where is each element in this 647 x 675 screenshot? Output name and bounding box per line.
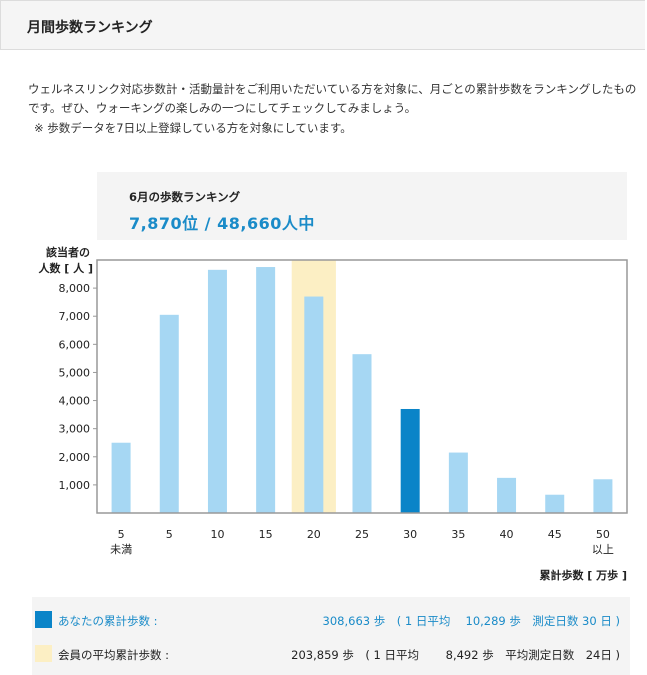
bar-4	[304, 296, 324, 513]
summary-you-values: 308,663 歩 ( 1 日平均 10,289 歩 測定日数 30 日 )	[322, 614, 620, 628]
intro-text-block: ウェルネスリンク対応歩数計・活動量計をご利用いただいている方を対象に、月ごとの累…	[28, 80, 640, 138]
average-color-swatch	[35, 645, 52, 662]
x-tick-label-4: 20	[307, 528, 321, 541]
plot-frame	[96, 259, 628, 514]
y-tick-label-0: 1,000	[59, 479, 91, 492]
page-title: 月間歩数ランキング	[27, 20, 153, 36]
y-tick-label-7: 8,000	[59, 282, 91, 295]
bar-7	[448, 452, 468, 513]
ranking-title: 6月の歩数ランキング	[129, 190, 241, 204]
summary-box: あなたの累計歩数 : 308,663 歩 ( 1 日平均 10,289 歩 測定…	[32, 597, 630, 675]
bar-5	[352, 354, 372, 513]
bar-9	[545, 494, 565, 513]
x-tick-label-8: 40	[500, 528, 514, 541]
user-color-swatch	[35, 611, 52, 628]
ranking-value: 7,870位 / 48,660人中	[129, 214, 315, 233]
x-tick-label-3: 15	[259, 528, 273, 541]
summary-row-you: あなたの累計歩数 : 308,663 歩 ( 1 日平均 10,289 歩 測定…	[32, 607, 630, 629]
summary-average-values: 203,859 歩 ( 1 日平均 8,492 歩 平均測定日数 24日 )	[291, 648, 620, 662]
x-tick-label-0-sub: 未満	[110, 543, 132, 556]
section-header: 月間歩数ランキング	[0, 0, 645, 50]
ranking-box: 6月の歩数ランキング 7,870位 / 48,660人中	[97, 172, 627, 240]
x-tick-label-7: 35	[451, 528, 465, 541]
y-tick-label-2: 3,000	[59, 423, 91, 436]
x-tick-label-10: 50	[596, 528, 610, 541]
steps-distribution-chart: 1,000 2,000 3,000 4,000 5,000 6,000 7,000 8,000…	[38, 245, 628, 582]
x-tick-label-0: 5	[118, 528, 125, 541]
x-tick-label-10-sub: 以上	[592, 543, 614, 556]
summary-you-label: あなたの累計歩数 :	[58, 614, 158, 628]
x-tick-label-9: 45	[548, 528, 562, 541]
bar-3	[256, 267, 276, 513]
x-tick-label-6: 30	[403, 528, 417, 541]
bar-10	[593, 479, 613, 513]
summary-row-average: 会員の平均累計歩数 : 203,859 歩 ( 1 日平均 8,492 歩 平均…	[32, 641, 630, 663]
y-tick-label-5: 6,000	[59, 338, 91, 351]
bar-8	[497, 477, 517, 513]
y-tick-label-4: 5,000	[59, 366, 91, 379]
y-axis-title-line2: 人数 [ 人 ]	[38, 261, 93, 275]
x-tick-label-1: 5	[166, 528, 173, 541]
bar-2	[207, 269, 227, 513]
intro-description: ウェルネスリンク対応歩数計・活動量計をご利用いただいている方を対象に、月ごとの累…	[28, 82, 637, 115]
bar-1	[159, 314, 179, 513]
y-tick-label-3: 4,000	[59, 395, 91, 408]
x-tick-label-5: 25	[355, 528, 369, 541]
y-tick-label-6: 7,000	[59, 310, 91, 323]
bar-6	[400, 408, 420, 513]
summary-average-label: 会員の平均累計歩数 :	[58, 648, 170, 662]
y-tick-label-1: 2,000	[59, 451, 91, 464]
x-tick-label-2: 10	[210, 528, 224, 541]
intro-note: ※ 歩数データを7日以上登録している方を対象にしています。	[34, 121, 352, 135]
y-axis-title-line1: 該当者の	[46, 245, 90, 259]
x-axis-title: 累計歩数 [ 万歩 ]	[539, 568, 627, 582]
bar-0	[111, 442, 131, 513]
